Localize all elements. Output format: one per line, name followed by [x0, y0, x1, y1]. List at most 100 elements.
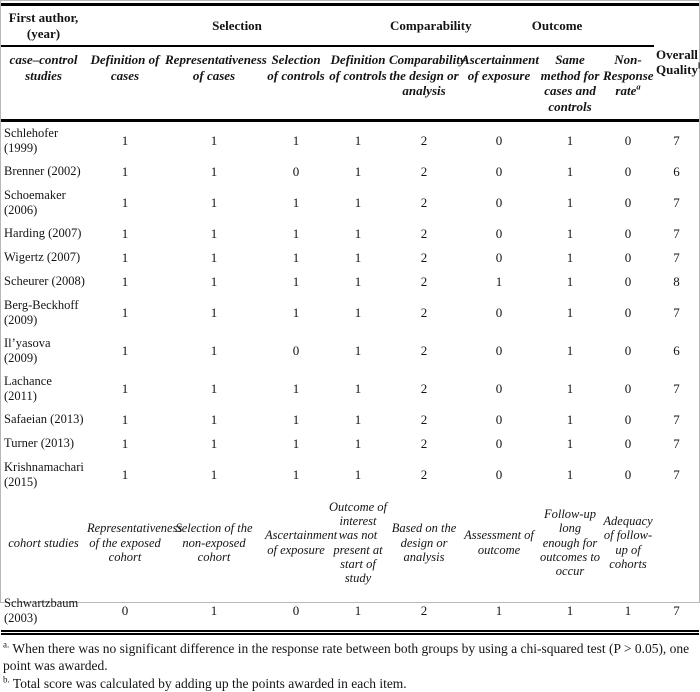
- score-cell: 1: [164, 591, 264, 635]
- table-row: Harding (2007) 1 1 1 1 2 0 1 0 7: [1, 222, 699, 246]
- column-header-ascertainment-of-exposure: Ascertainment of exposure: [460, 46, 539, 122]
- score-cell: 1: [354, 380, 362, 396]
- score-cell: 2: [420, 194, 428, 210]
- score-cell: 1: [460, 591, 539, 635]
- footnote-b: b. Total score was calculated by adding …: [3, 674, 697, 692]
- score-cell: 1: [121, 163, 129, 179]
- score-cell: 1: [566, 304, 574, 320]
- score-cell: 1: [328, 591, 389, 635]
- footnote-a-marker: a.: [3, 639, 10, 650]
- score-cell: 0: [624, 249, 632, 265]
- score-cell: 1: [121, 466, 129, 482]
- score-cell: 0: [495, 304, 503, 320]
- score-cell: 1: [210, 411, 218, 427]
- score-cell: 1: [210, 194, 218, 210]
- score-cell: 1: [354, 132, 362, 148]
- score-cell: 1: [121, 411, 129, 427]
- score-cell: 0: [495, 411, 503, 427]
- case-control-subheader-row: case–control studies Definition of cases…: [1, 46, 699, 122]
- score-cell: 1: [210, 304, 218, 320]
- column-header-non-response-rate: Non-Response ratea: [602, 46, 655, 122]
- score-cell: 1: [354, 435, 362, 451]
- score-cell: 7: [654, 591, 700, 635]
- study-author: Turner (2013): [4, 436, 75, 451]
- column-header-based-on-design-analysis: Based on the design or analysis: [391, 521, 457, 564]
- score-cell: 1: [121, 225, 129, 241]
- score-cell: 2: [420, 225, 428, 241]
- score-cell: 7: [673, 435, 680, 451]
- score-cell: 2: [420, 380, 428, 396]
- footnotes: a. When there was no significant differe…: [3, 639, 697, 692]
- score-cell: 1: [566, 163, 574, 179]
- footnote-a-marker-ref: a: [636, 82, 641, 93]
- study-author: Wigertz (2007): [4, 250, 81, 265]
- empty-cell: [654, 494, 699, 592]
- column-header-assessment-of-outcome: Assessment of outcome: [464, 528, 534, 557]
- score-cell: 1: [566, 380, 574, 396]
- footnote-b-marker-ref: b: [698, 61, 700, 71]
- score-cell: 1: [121, 132, 129, 148]
- score-cell: 1: [354, 225, 362, 241]
- non-response-rate-label: Non-Response rate: [603, 52, 654, 99]
- table-row: Turner (2013) 1 1 1 1 2 0 1 0 7: [1, 432, 699, 456]
- score-cell: 7: [673, 249, 680, 265]
- score-cell: 0: [495, 194, 503, 210]
- study-author: Schoemaker (2006): [4, 187, 66, 217]
- score-cell: 7: [673, 380, 680, 396]
- score-cell: 1: [292, 466, 300, 482]
- column-header-adequacy-of-follow-up: Adequacy of follow-up of cohorts: [603, 513, 653, 572]
- score-cell: 0: [624, 273, 632, 289]
- score-cell: 1: [566, 466, 574, 482]
- score-cell: 1: [354, 249, 362, 265]
- score-cell: 7: [673, 304, 680, 320]
- table-row: Safaeian (2013) 1 1 1 1 2 0 1 0 7: [1, 408, 699, 432]
- score-cell: 2: [388, 591, 461, 635]
- study-author: Scheurer (2008): [4, 274, 85, 289]
- score-cell: 2: [420, 132, 428, 148]
- cohort-subheader-row: cohort studies Representativeness of the…: [1, 494, 699, 592]
- cohort-header-section: cohort studies Representativeness of the…: [1, 494, 699, 592]
- score-cell: 0: [624, 380, 632, 396]
- score-cell: 1: [121, 342, 129, 358]
- score-cell: 1: [354, 163, 362, 179]
- column-header-definition-of-controls: Definition of controls: [328, 46, 389, 122]
- score-cell: 2: [420, 435, 428, 451]
- score-cell: 0: [624, 342, 632, 358]
- score-cell: 1: [354, 466, 362, 482]
- table-row: Schoemaker (2006) 1 1 1 1 2 0 1 0 7: [1, 184, 699, 222]
- score-cell: 1: [121, 249, 129, 265]
- score-cell: 1: [566, 411, 574, 427]
- cohort-rows: Schwartzbaum (2003) 0 1 0 1 2 1 1 1 7: [1, 591, 700, 635]
- score-cell: 1: [292, 132, 300, 148]
- column-header-selection-non-exposed-cohort: Selection of the non-exposed cohort: [175, 521, 253, 564]
- score-cell: 1: [210, 225, 218, 241]
- footnote-b-marker: b.: [3, 674, 10, 685]
- study-author: Safaeian (2013): [4, 412, 84, 427]
- group-header-row: First author, (year) Selection Comparabi…: [1, 3, 700, 122]
- overall-quality-label: Overall Quality: [656, 46, 698, 78]
- score-cell: 0: [495, 132, 503, 148]
- column-header-ascertainment-of-exposure-cohort: Ascertainment of exposure: [265, 528, 338, 557]
- study-author: Berg-Beckhoff (2009): [4, 297, 79, 327]
- score-cell: 1: [292, 304, 300, 320]
- column-header-outcome-not-present: Outcome of interest was not present at s…: [329, 499, 387, 586]
- column-header-definition-of-cases: Definition of cases: [86, 46, 164, 122]
- column-header-selection-of-controls: Selection of controls: [264, 46, 328, 122]
- table-row: Krishnamachari (2015) 1 1 1 1 2 0 1 0 7: [1, 456, 699, 494]
- score-cell: 1: [566, 342, 574, 358]
- score-cell: 1: [121, 273, 129, 289]
- cohort-studies-label: cohort studies: [8, 535, 79, 550]
- score-cell: 1: [121, 194, 129, 210]
- score-cell: 1: [602, 591, 655, 635]
- score-cell: 0: [624, 194, 632, 210]
- score-cell: 1: [566, 273, 574, 289]
- score-cell: 2: [420, 273, 428, 289]
- score-cell: 0: [624, 163, 632, 179]
- table-row: Wigertz (2007) 1 1 1 1 2 0 1 0 7: [1, 246, 699, 270]
- score-cell: 2: [420, 342, 428, 358]
- score-cell: 1: [354, 411, 362, 427]
- case-control-studies-label: case–control studies: [1, 46, 86, 122]
- score-cell: 1: [566, 194, 574, 210]
- study-author: Lachance (2011): [4, 373, 52, 403]
- score-cell: 1: [292, 380, 300, 396]
